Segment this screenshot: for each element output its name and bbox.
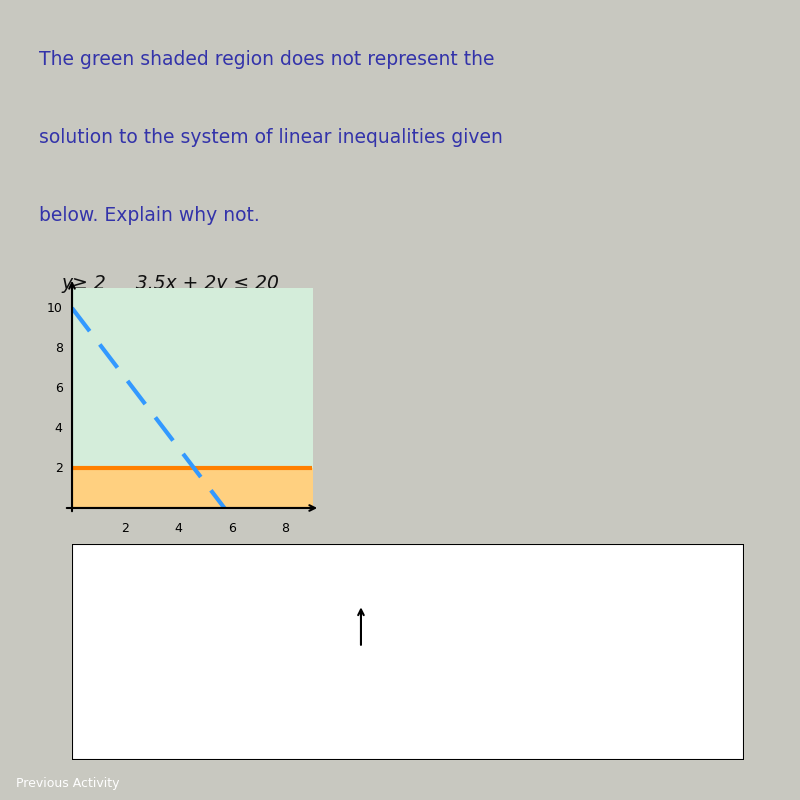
Text: 8: 8 bbox=[54, 342, 62, 354]
Text: 6: 6 bbox=[54, 382, 62, 394]
Text: 10: 10 bbox=[46, 302, 62, 314]
Text: 8: 8 bbox=[282, 522, 290, 535]
Text: below. Explain why not.: below. Explain why not. bbox=[39, 206, 260, 226]
Text: 6: 6 bbox=[228, 522, 236, 535]
Text: 2: 2 bbox=[122, 522, 130, 535]
Text: The green shaded region does not represent the: The green shaded region does not represe… bbox=[39, 50, 494, 69]
Text: Previous Activity: Previous Activity bbox=[16, 778, 119, 790]
Text: 4: 4 bbox=[174, 522, 182, 535]
Text: solution to the system of linear inequalities given: solution to the system of linear inequal… bbox=[39, 128, 503, 147]
Text: 4: 4 bbox=[54, 422, 62, 434]
Text: y≥ 2     3.5x + 2y ≤ 20: y≥ 2 3.5x + 2y ≤ 20 bbox=[62, 274, 279, 293]
Text: 2: 2 bbox=[54, 462, 62, 474]
